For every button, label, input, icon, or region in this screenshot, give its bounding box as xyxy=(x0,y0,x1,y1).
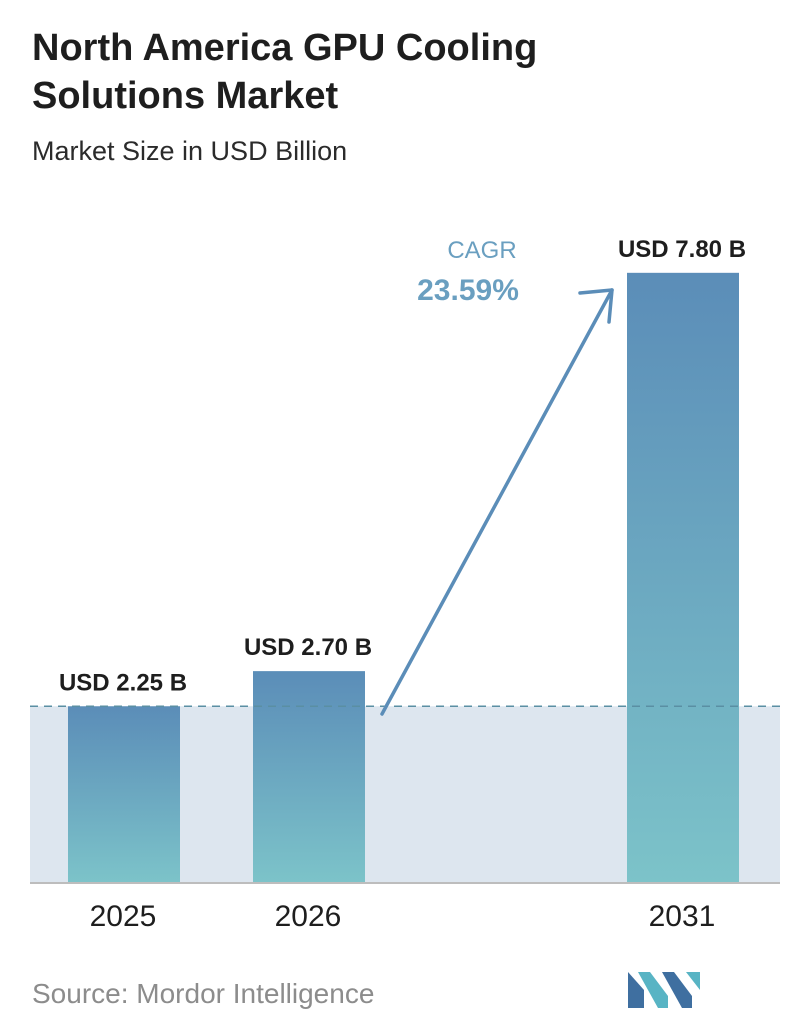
mordor-intelligence-logo-icon xyxy=(628,972,700,1008)
data-label-2031: USD 7.80 B xyxy=(618,236,746,263)
chart-title: North America GPU Cooling Solutions Mark… xyxy=(32,27,538,117)
data-label-2026: USD 2.70 B xyxy=(244,634,372,661)
bar-2026 xyxy=(253,671,365,882)
bar-2031 xyxy=(627,272,739,882)
bar-2025 xyxy=(68,706,180,882)
chart-subtitle: Market Size in USD Billion xyxy=(32,136,348,166)
tick-label-2026: 2026 xyxy=(275,900,342,933)
cagr-arrow-line xyxy=(380,288,614,716)
data-label-2025: USD 2.25 B xyxy=(59,669,187,696)
cagr-label: CAGR xyxy=(447,237,516,264)
cagr-arrow-head xyxy=(578,288,614,324)
source-text: Source: Mordor Intelligence xyxy=(32,978,375,1009)
cagr-value: 23.59% xyxy=(417,274,519,307)
tick-label-2025: 2025 xyxy=(90,900,157,933)
tick-label-2031: 2031 xyxy=(649,900,716,933)
